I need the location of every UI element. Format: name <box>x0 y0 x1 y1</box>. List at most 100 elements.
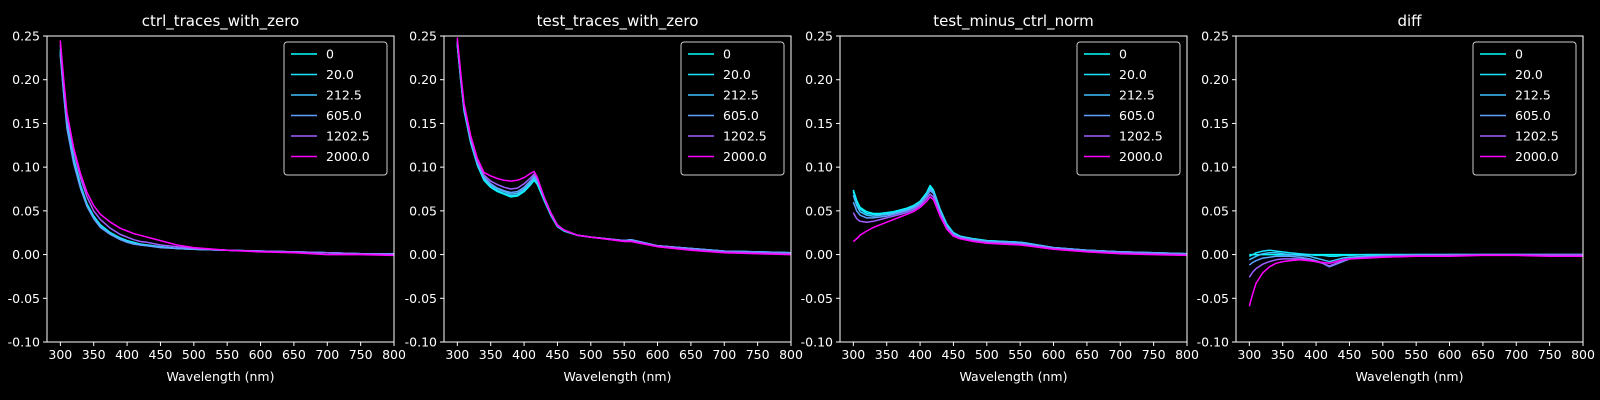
legend-label: 212.5 <box>1515 88 1551 103</box>
y-tick-label: 0.20 <box>12 72 40 87</box>
x-axis-title: Wavelength (nm) <box>960 369 1068 384</box>
series-line-2000.0 <box>59 40 394 257</box>
x-tick-label: 500 <box>1371 347 1395 362</box>
x-tick-label: 750 <box>746 347 770 362</box>
x-tick-label: 300 <box>841 347 865 362</box>
panel-title: ctrl_traces_with_zero <box>142 12 299 31</box>
x-tick-label: 600 <box>646 347 670 362</box>
legend-label: 1202.5 <box>1515 129 1559 144</box>
y-tick-label: -0.10 <box>1197 335 1229 350</box>
y-tick-label: 0.00 <box>1201 247 1229 262</box>
x-tick-label: 600 <box>249 347 273 362</box>
x-tick-label: 600 <box>1042 347 1066 362</box>
y-tick-label: -0.05 <box>1197 291 1229 306</box>
x-tick-label: 350 <box>1271 347 1295 362</box>
y-tick-label: 0.25 <box>1201 29 1229 44</box>
x-tick-label: 300 <box>445 347 469 362</box>
series-lines <box>456 37 791 256</box>
y-tick-label: 0.25 <box>409 29 437 44</box>
x-tick-label: 300 <box>48 347 72 362</box>
legend-label: 0 <box>1515 47 1523 62</box>
y-tick-label: -0.10 <box>801 335 833 350</box>
series-line-2000.0 <box>852 196 1187 257</box>
legend: 0 20.0 212.5 605.0 1202.5 2000.0 <box>1076 41 1181 176</box>
x-tick-label: 750 <box>1142 347 1166 362</box>
x-tick-label: 800 <box>779 347 803 362</box>
series-line-1202.5 <box>1248 253 1583 278</box>
y-tick-label: 0.00 <box>805 247 833 262</box>
legend-label: 2000.0 <box>326 149 370 164</box>
x-tick-label: 700 <box>315 347 339 362</box>
x-tick-label: 450 <box>942 347 966 362</box>
series-lines <box>1248 249 1583 307</box>
x-tick-label: 500 <box>579 347 603 362</box>
series-line-1202.5 <box>456 40 791 255</box>
y-tick-label: 0.05 <box>409 203 437 218</box>
x-tick-label: 350 <box>82 347 106 362</box>
legend-label: 212.5 <box>326 88 362 103</box>
legend-label: 1202.5 <box>1119 129 1163 144</box>
x-tick-label: 550 <box>1008 347 1032 362</box>
y-tick-label: 0.25 <box>12 29 40 44</box>
series-line-1202.5 <box>59 44 394 256</box>
series-lines <box>59 40 394 257</box>
legend: 0 20.0 212.5 605.0 1202.5 2000.0 <box>283 41 388 176</box>
legend-label: 20.0 <box>723 67 751 82</box>
legend-label: 20.0 <box>1119 67 1147 82</box>
y-tick-label: 0.05 <box>1201 203 1229 218</box>
legend-label: 2000.0 <box>723 149 767 164</box>
legend-label: 605.0 <box>326 108 362 123</box>
y-tick-label: -0.10 <box>8 335 40 350</box>
legend-label: 605.0 <box>1119 108 1155 123</box>
legend-label: 0 <box>723 47 731 62</box>
y-tick-label: 0.15 <box>1201 116 1229 131</box>
y-tick-label: -0.05 <box>405 291 437 306</box>
panel: diff Wavelength (nm) 300 350 400 450 500 550 6… <box>1197 12 1595 384</box>
plot-frame <box>443 35 792 343</box>
y-tick-label: 0.05 <box>12 203 40 218</box>
x-tick-label: 350 <box>875 347 899 362</box>
legend-label: 212.5 <box>723 88 759 103</box>
x-tick-label: 550 <box>215 347 239 362</box>
legend-label: 212.5 <box>1119 88 1155 103</box>
panel: ctrl_traces_with_zero Wavelength (nm) 30… <box>8 12 406 384</box>
legend-label: 605.0 <box>1515 108 1551 123</box>
x-tick-label: 800 <box>382 347 406 362</box>
legend-label: 20.0 <box>326 67 354 82</box>
legend-label: 605.0 <box>723 108 759 123</box>
plot-frame <box>46 35 395 343</box>
x-tick-label: 650 <box>1075 347 1099 362</box>
x-tick-label: 450 <box>546 347 570 362</box>
x-tick-label: 650 <box>1471 347 1495 362</box>
x-axis-title: Wavelength (nm) <box>1356 369 1464 384</box>
x-axis-title: Wavelength (nm) <box>167 369 275 384</box>
x-tick-label: 400 <box>908 347 932 362</box>
x-tick-label: 550 <box>612 347 636 362</box>
legend-label: 2000.0 <box>1119 149 1163 164</box>
x-tick-label: 400 <box>1304 347 1328 362</box>
plot-frame <box>839 35 1188 343</box>
legend-label: 0 <box>1119 47 1127 62</box>
legend-label: 1202.5 <box>326 129 370 144</box>
x-tick-label: 650 <box>282 347 306 362</box>
x-axis-title: Wavelength (nm) <box>564 369 672 384</box>
series-lines <box>852 184 1187 257</box>
x-tick-label: 500 <box>975 347 999 362</box>
x-tick-label: 750 <box>1538 347 1562 362</box>
plot-frame <box>1235 35 1584 343</box>
y-tick-label: 0.10 <box>12 160 40 175</box>
y-tick-label: 0.15 <box>805 116 833 131</box>
y-tick-label: 0.20 <box>1201 72 1229 87</box>
x-tick-label: 450 <box>1338 347 1362 362</box>
y-tick-label: 0.20 <box>409 72 437 87</box>
y-tick-label: 0.10 <box>409 160 437 175</box>
x-tick-label: 700 <box>712 347 736 362</box>
x-tick-label: 750 <box>349 347 373 362</box>
panel: test_minus_ctrl_norm Wavelength (nm) 300… <box>801 12 1199 384</box>
x-tick-label: 300 <box>1237 347 1261 362</box>
x-tick-label: 700 <box>1108 347 1132 362</box>
panel-title: test_minus_ctrl_norm <box>933 12 1094 31</box>
y-tick-label: 0.10 <box>805 160 833 175</box>
